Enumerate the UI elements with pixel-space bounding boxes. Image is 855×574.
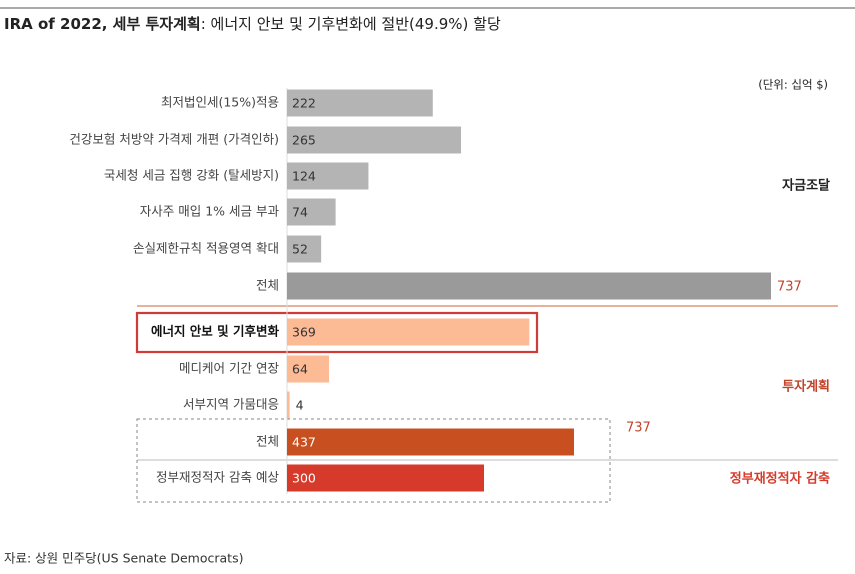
bar	[287, 89, 433, 117]
value-label: 300	[292, 471, 316, 486]
value-label: 437	[292, 435, 316, 450]
category-label: 메디케어 기간 연장	[179, 361, 279, 376]
category-label: 자사주 매입 1% 세금 부과	[140, 204, 280, 219]
value-label: 124	[292, 169, 316, 184]
category-label: 서부지역 가뭄대응	[183, 397, 279, 412]
category-label: 에너지 안보 및 기후변화	[151, 324, 280, 339]
annotation: 737	[626, 421, 651, 436]
bar	[287, 162, 369, 190]
value-label: 369	[292, 325, 316, 340]
category-label: 국세청 세금 집행 강화 (탈세방지)	[104, 168, 279, 183]
title: IRA of 2022, 세부 투자계획: 에너지 안보 및 기후변화에 절반(…	[4, 15, 501, 33]
bar	[287, 272, 771, 300]
group-label: 정부재정적자 감축	[730, 471, 830, 487]
source: 자료: 상원 민주당(US Senate Democrats)	[4, 551, 243, 566]
total-box	[136, 418, 611, 503]
bar	[287, 235, 322, 263]
value-label: 74	[292, 205, 308, 220]
bar	[287, 464, 485, 492]
value-label: 222	[292, 96, 316, 111]
bar	[287, 428, 574, 456]
category-label: 최저법인세(15%)적용	[161, 95, 279, 110]
category-label: 전체	[256, 278, 279, 293]
bar	[287, 318, 530, 346]
bar	[287, 355, 330, 383]
category-label: 정부재정적자 감축 예상	[156, 470, 279, 485]
title-rest: : 에너지 안보 및 기후변화에 절반(49.9%) 할당	[201, 15, 501, 33]
category-label: 손실제한규칙 적용영역 확대	[133, 241, 279, 256]
group-label: 투자계획	[782, 379, 830, 395]
value-label: 737	[777, 280, 802, 295]
value-label: 265	[292, 133, 316, 148]
title-bold: IRA of 2022, 세부 투자계획	[4, 15, 201, 33]
bar	[287, 198, 336, 226]
value-label: 64	[292, 362, 308, 377]
bar	[287, 391, 290, 419]
group-label: 자금조달	[782, 179, 830, 194]
bar	[287, 126, 462, 154]
unit-label: (단위: 십억 $)	[758, 78, 828, 92]
category-label: 건강보험 처방약 가격제 개편 (가격인하)	[69, 132, 279, 147]
category-label: 전체	[256, 434, 279, 449]
value-label: 52	[292, 242, 308, 257]
value-label: 4	[296, 398, 304, 413]
highlight-box	[135, 311, 539, 354]
